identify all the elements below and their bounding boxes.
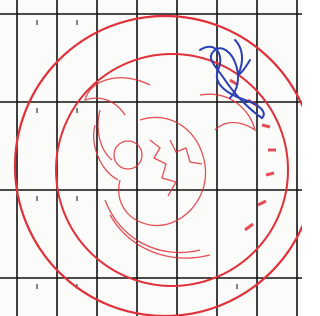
page bbox=[0, 0, 302, 316]
photo bbox=[0, 0, 302, 316]
